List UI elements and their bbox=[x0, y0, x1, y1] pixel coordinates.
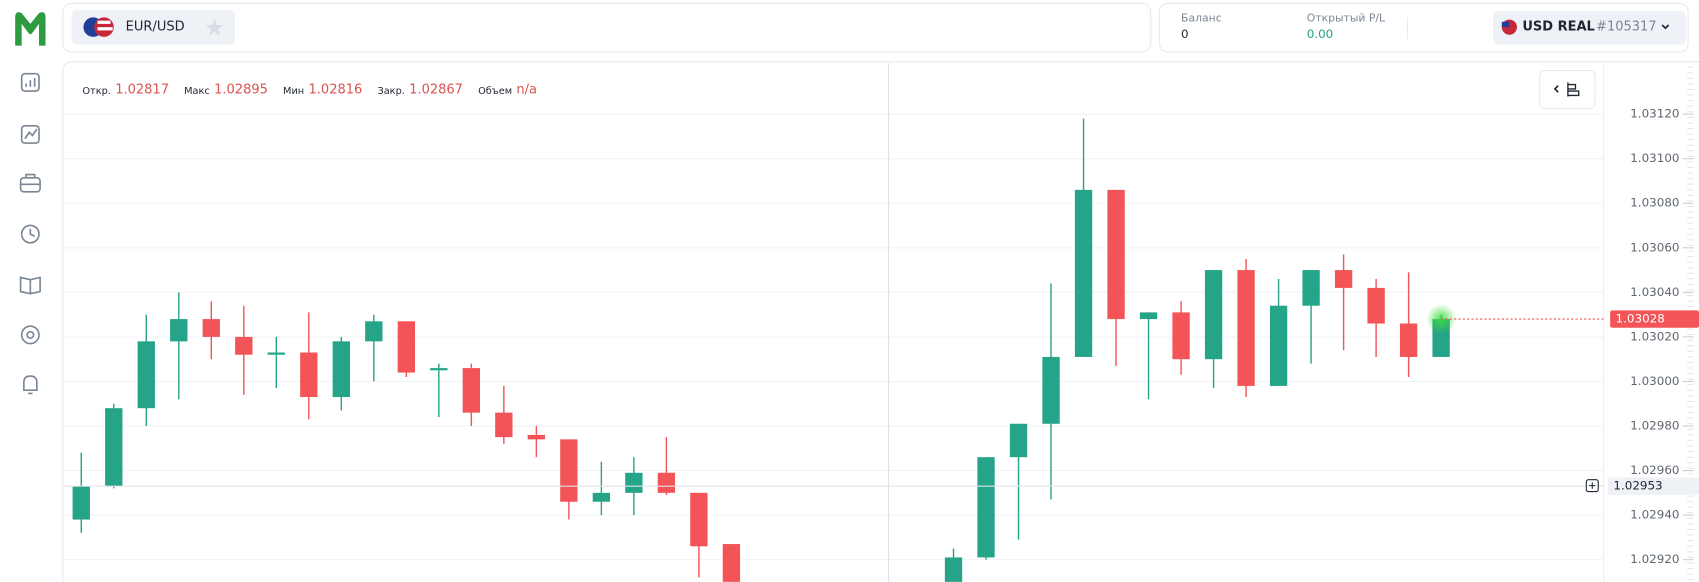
y-tick-label: 1.02980 bbox=[1630, 419, 1679, 433]
favorite-star[interactable] bbox=[205, 18, 224, 36]
pl-label: Открытый P/L bbox=[1307, 11, 1385, 24]
candle-body bbox=[105, 408, 123, 487]
candle-body bbox=[1334, 270, 1353, 288]
panel-toggle[interactable] bbox=[1539, 69, 1596, 109]
ohlc-value: n/a bbox=[516, 83, 537, 98]
nav-chart[interactable] bbox=[20, 72, 40, 92]
candle-body bbox=[1009, 423, 1028, 458]
nav-education[interactable] bbox=[19, 276, 41, 295]
y-tick-label: 1.03000 bbox=[1630, 374, 1679, 388]
balance-label: Баланс bbox=[1181, 11, 1222, 24]
candle-body bbox=[657, 472, 676, 493]
symbol: EUR/USD bbox=[126, 20, 185, 35]
candle-body bbox=[1399, 323, 1418, 357]
candle-body bbox=[625, 472, 643, 493]
add-alert-plus bbox=[1589, 482, 1596, 489]
candle-body bbox=[495, 412, 513, 438]
candle-body bbox=[170, 319, 188, 342]
y-tick-label: 1.03040 bbox=[1630, 285, 1679, 299]
y-tick-label: 1.03080 bbox=[1630, 196, 1679, 210]
last-price-label: 1.03028 bbox=[1616, 312, 1665, 326]
candle-body bbox=[235, 336, 253, 355]
symbol-chip[interactable]: EUR/USD bbox=[71, 9, 236, 45]
symbol-panel bbox=[62, 2, 1152, 53]
candle-body bbox=[1204, 270, 1223, 360]
candle-body bbox=[137, 341, 155, 409]
y-tick-label: 1.02960 bbox=[1630, 463, 1679, 477]
candle-body bbox=[430, 368, 448, 371]
candle-body bbox=[944, 557, 963, 582]
logo[interactable] bbox=[15, 12, 46, 46]
candle-body bbox=[1172, 312, 1190, 360]
ohlc-label: Макс bbox=[184, 86, 210, 97]
ohlc-legend: Откр. 1.02817 Макс 1.02895 Мин 1.02816 Закр. 1.… bbox=[82, 83, 537, 98]
candle-body bbox=[365, 321, 383, 342]
ohlc-label: Закр. bbox=[377, 86, 404, 97]
nav-notifications[interactable] bbox=[23, 375, 38, 395]
account-id: #105317 bbox=[1596, 20, 1657, 35]
y-tick-label: 1.03020 bbox=[1630, 329, 1679, 343]
candle-body bbox=[332, 341, 350, 398]
chart-panel bbox=[62, 61, 1699, 582]
balance: 0 bbox=[1181, 27, 1189, 41]
y-tick-label: 1.03120 bbox=[1630, 107, 1679, 121]
y-tick-label: 1.02940 bbox=[1630, 508, 1679, 522]
candle-body bbox=[1367, 287, 1385, 324]
last-price-box bbox=[1610, 310, 1699, 328]
candle-body bbox=[1139, 312, 1158, 320]
candle-body bbox=[1042, 356, 1060, 424]
ohlc-label: Объем bbox=[478, 86, 512, 97]
ohlc-label: Мин bbox=[283, 86, 304, 97]
ohlc-value: 1.02817 bbox=[115, 83, 169, 98]
candle-body bbox=[1107, 189, 1125, 320]
candle-body bbox=[300, 352, 318, 398]
candle-body bbox=[560, 439, 578, 502]
ohlc-value: 1.02867 bbox=[409, 83, 463, 98]
account-selector[interactable]: USD REAL #105317 bbox=[1493, 10, 1686, 45]
nav-portfolio[interactable] bbox=[19, 173, 41, 193]
pl: 0.00 bbox=[1307, 27, 1334, 41]
candle-body bbox=[1237, 270, 1255, 386]
nav-settings[interactable] bbox=[20, 325, 40, 345]
y-tick-label: 1.03100 bbox=[1630, 151, 1679, 165]
candle-body bbox=[977, 457, 995, 558]
candle-body bbox=[462, 368, 481, 413]
ohlc-value: 1.02816 bbox=[309, 83, 363, 98]
add-alert[interactable] bbox=[1585, 479, 1599, 493]
candle-body bbox=[592, 492, 611, 502]
ohlc-label: Откр. bbox=[82, 86, 111, 97]
candle-body bbox=[72, 486, 90, 520]
candle-body bbox=[267, 352, 285, 355]
candle-body bbox=[527, 434, 546, 440]
crosshair-label: 1.02953 bbox=[1613, 479, 1662, 493]
candle-body bbox=[1302, 270, 1320, 306]
account: USD REAL bbox=[1522, 20, 1594, 35]
ohlc-value: 1.02895 bbox=[214, 83, 268, 98]
y-tick-label: 1.03060 bbox=[1630, 240, 1679, 254]
y-tick-label: 1.02920 bbox=[1630, 552, 1679, 566]
candle-body bbox=[690, 492, 708, 547]
sidebar bbox=[15, 12, 46, 395]
nav-history[interactable] bbox=[20, 224, 40, 244]
candle-body bbox=[722, 544, 741, 582]
candle-body bbox=[1074, 189, 1093, 357]
candle-body bbox=[1269, 305, 1288, 386]
candle-body bbox=[202, 319, 220, 337]
crosshair-box bbox=[1607, 477, 1699, 495]
candle-body bbox=[397, 321, 415, 373]
nav-trades[interactable] bbox=[20, 124, 40, 144]
